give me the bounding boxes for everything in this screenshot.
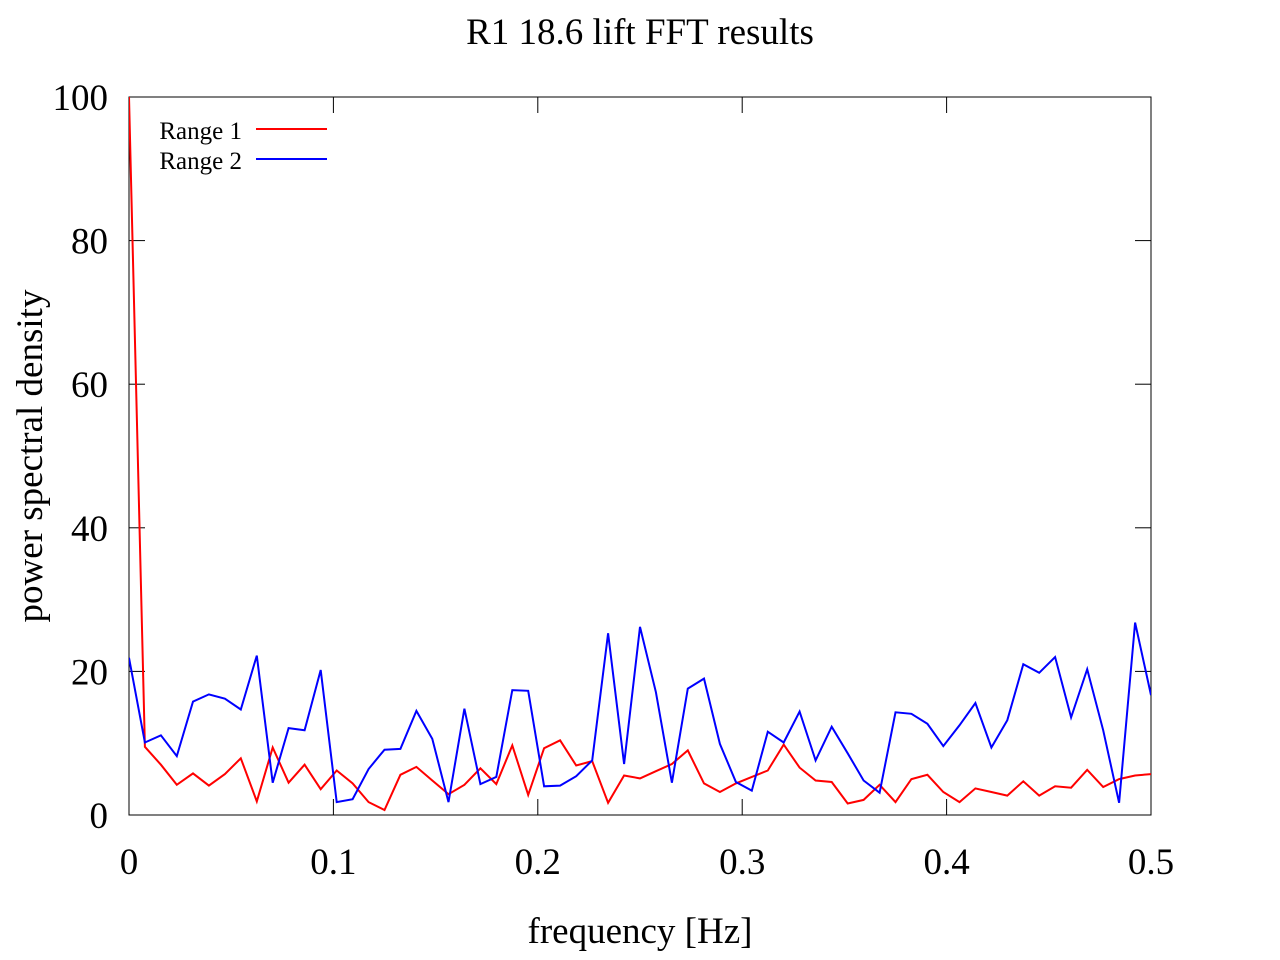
x-tick-label: 0 [120,842,139,883]
x-tick-label: 0.1 [310,842,356,883]
x-tick-label: 0.4 [923,842,969,883]
plot-frame [128,96,1152,816]
series-line-range-2 [129,622,1151,804]
y-tick-label: 0 [90,796,109,837]
series-lines [129,97,1151,812]
legend: Range 1 Range 2 [159,118,327,175]
y-tick-label: 40 [71,509,108,550]
y-tick-label: 60 [71,365,108,406]
y-tick-label: 20 [71,652,108,693]
y-tick-label: 80 [71,222,108,263]
series-line-range-1 [129,97,1151,812]
legend-label-range-1: Range 1 [159,118,242,145]
y-axis-label: power spectral density [10,289,51,622]
x-tick-label: 0.3 [719,842,765,883]
axis-ticks [128,96,1152,816]
x-axis-label: frequency [Hz] [528,911,753,952]
legend-label-range-2: Range 2 [159,148,242,175]
x-tick-label: 0.2 [515,842,561,883]
tick-labels: 0 0.1 0.2 0.3 0.4 0.5 0 20 40 60 80 100 [53,78,1175,883]
x-tick-label: 0.5 [1128,842,1174,883]
y-tick-label: 100 [53,78,109,119]
chart-title: R1 18.6 lift FFT results [466,12,814,53]
